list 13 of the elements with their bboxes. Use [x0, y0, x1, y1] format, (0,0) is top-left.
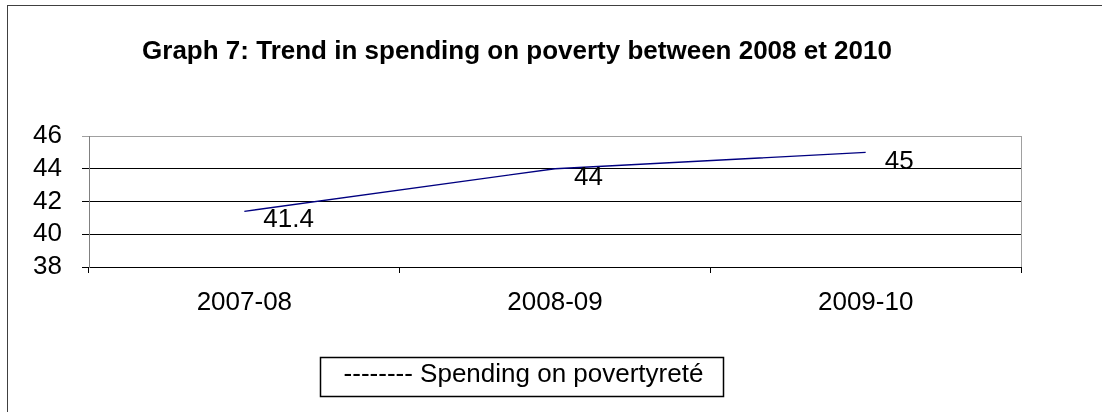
data-label: 45 [884, 144, 914, 175]
y-tick-label: 38 [33, 250, 62, 281]
x-tick-label: 2008-09 [507, 285, 603, 316]
x-tick-label: 2009-10 [817, 285, 914, 316]
y-tick-label: 42 [33, 184, 62, 215]
x-tick-label: 2007-08 [196, 285, 293, 316]
chart-title: Graph 7: Trend in spending on poverty between 2008 et 2010 [142, 35, 892, 66]
y-tick-label: 46 [33, 119, 62, 150]
data-label: 41.4 [263, 203, 314, 234]
y-tick-label: 44 [33, 151, 62, 182]
y-tick-label: 40 [33, 217, 62, 248]
data-label: 44 [574, 160, 603, 191]
text: -------- Spending on povertyreté [343, 358, 704, 389]
